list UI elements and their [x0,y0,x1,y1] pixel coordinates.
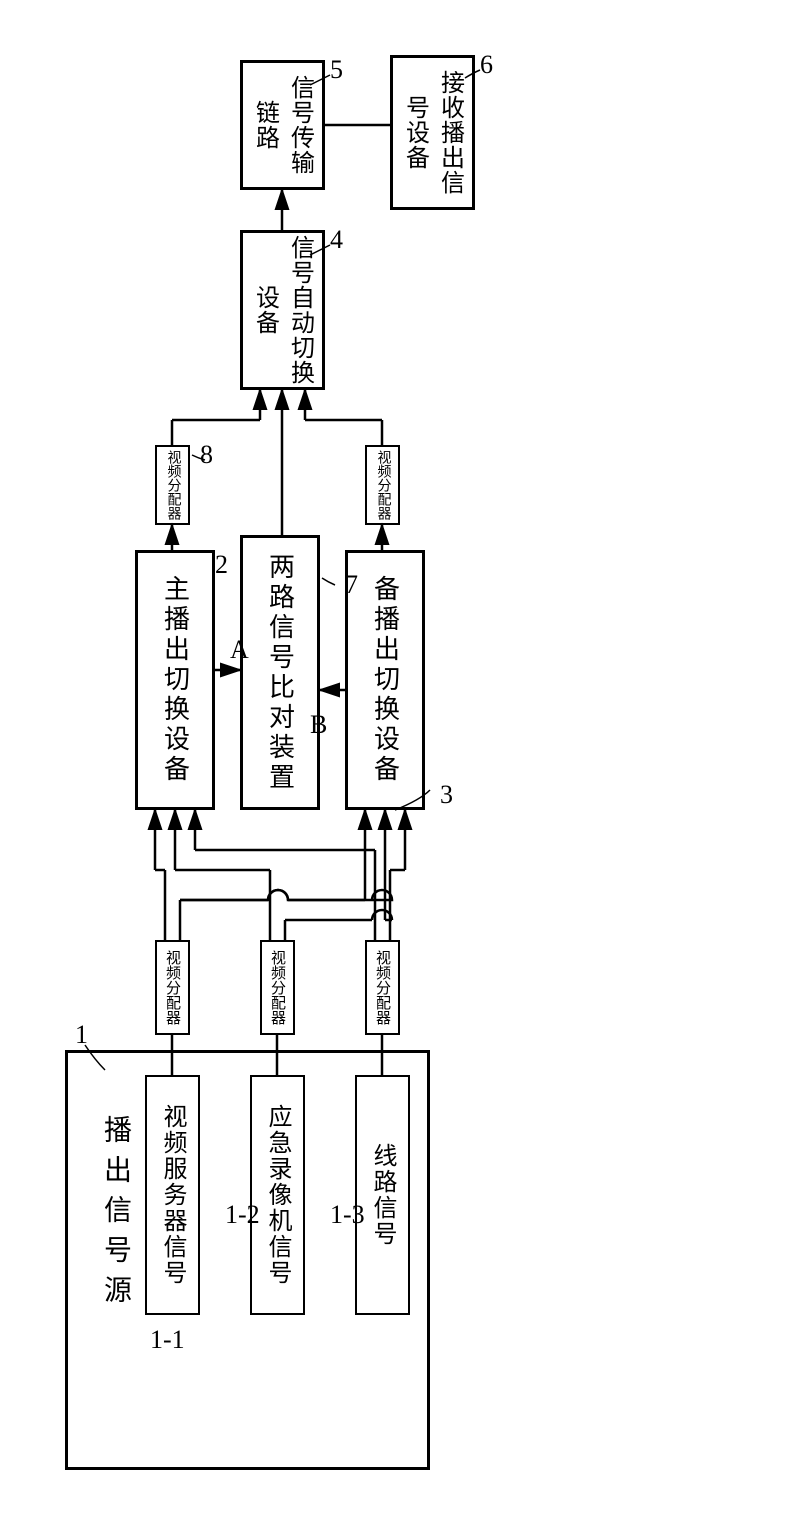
num-4: 4 [330,225,343,255]
diagram-canvas: 播出信号源 视频服务器信号 应急录像机信号 线路信号 视频分配器 视频分配器 视… [0,0,800,1520]
source-1: 视频服务器信号 [145,1075,200,1315]
num-3: 3 [440,780,453,810]
vdist-backup: 视频分配器 [365,445,400,525]
label-B: B [310,710,327,740]
source-1-label: 视频服务器信号 [155,1104,190,1286]
vdist-1: 视频分配器 [155,940,190,1035]
vdist-main: 视频分配器 [155,445,190,525]
vdist-3: 视频分配器 [365,940,400,1035]
source-3: 线路信号 [355,1075,410,1315]
num-7: 7 [345,570,358,600]
main-switch: 主播出切换设备 [135,550,215,810]
transmit-link: 信号传输链路 [240,60,325,190]
source-3-label: 线路信号 [365,1143,400,1247]
source-2: 应急录像机信号 [250,1075,305,1315]
vdist-2: 视频分配器 [260,940,295,1035]
label-A: A [230,635,249,665]
num-1-2: 1-2 [225,1200,260,1230]
auto-switch: 信号自动切换设备 [240,230,325,390]
num-8: 8 [200,440,213,470]
num-1-1: 1-1 [150,1325,185,1355]
num-1-3: 1-3 [330,1200,365,1230]
num-6: 6 [480,50,493,80]
num-1: 1 [75,1020,88,1050]
num-5: 5 [330,55,343,85]
num-2: 2 [215,550,228,580]
receive-device: 接收播出信号设备 [390,55,475,210]
source-2-label: 应急录像机信号 [260,1104,295,1286]
compare-device: 两路信号比对装置 [240,535,320,810]
container-label: 播出信号源 [95,1115,135,1315]
